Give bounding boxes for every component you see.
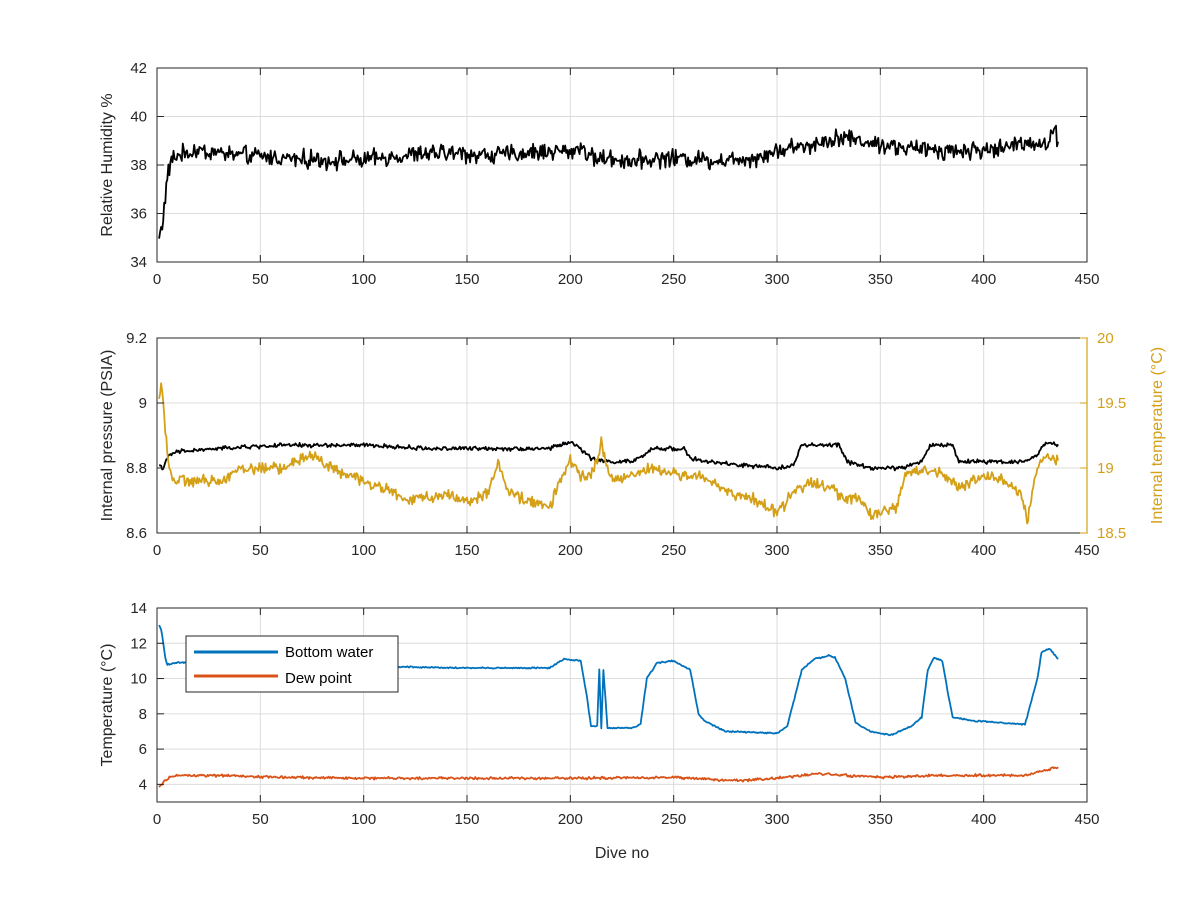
x-tick-label: 0	[153, 542, 161, 559]
x-tick-label: 400	[971, 542, 996, 559]
y-tick-label: 14	[130, 600, 147, 617]
x-tick-label: 250	[661, 542, 686, 559]
x-tick-label: 250	[661, 271, 686, 288]
x-tick-label: 150	[454, 542, 479, 559]
internal-temperature-y-axis-label: Internal temperature (°C)	[1149, 347, 1166, 524]
y2-tick-label: 20	[1097, 330, 1114, 347]
y-tick-label: 36	[130, 206, 147, 223]
y-tick-label: 34	[130, 254, 147, 271]
x-tick-label: 100	[351, 542, 376, 559]
temperature-axes-box	[156, 607, 1088, 803]
y-tick-label: 9.2	[126, 330, 147, 347]
y-tick-label: 40	[130, 109, 147, 126]
x-tick-label: 450	[1074, 542, 1099, 559]
legend: Bottom water Dew point	[185, 635, 399, 693]
x-tick-label: 150	[454, 811, 479, 828]
internal-temperature-line	[158, 382, 1059, 525]
legend-label-dew-point: Dew point	[285, 670, 353, 687]
dew-point-line	[158, 766, 1059, 788]
x-axis-label: Dive no	[595, 845, 649, 862]
x-tick-label: 300	[764, 271, 789, 288]
x-tick-label: 300	[764, 811, 789, 828]
legend-box	[185, 635, 399, 693]
humidity-ticks: 0 50 100 150 200 250 300 350 400 450 34 36 38 40 42	[130, 60, 1099, 288]
x-tick-label: 450	[1074, 811, 1099, 828]
x-tick-label: 350	[868, 811, 893, 828]
x-tick-label: 0	[153, 811, 161, 828]
y-tick-label: 8	[139, 706, 147, 723]
x-tick-label: 50	[252, 811, 269, 828]
x-tick-label: 250	[661, 811, 686, 828]
x-tick-label: 300	[764, 542, 789, 559]
temperature-ticks: 0 50 100 150 200 250 300 350 400 450 4 6 8 10 12 14	[130, 600, 1099, 828]
y-tick-label: 42	[130, 60, 147, 77]
x-tick-label: 450	[1074, 271, 1099, 288]
temperature-y-axis-label: Temperature (°C)	[99, 644, 116, 767]
pressure-panel: 0 50 100 150 200 250 300 350 400 450 8.6 8.8 9 9.2 18.…	[99, 330, 1166, 559]
x-tick-label: 50	[252, 542, 269, 559]
y-tick-label: 9	[139, 395, 147, 412]
x-tick-label: 350	[868, 271, 893, 288]
y2-tick-label: 19	[1097, 460, 1114, 477]
pressure-line	[159, 441, 1059, 472]
temperature-panel: 0 50 100 150 200 250 300 350 400 450 4 6 8 10 12 14 Tem…	[99, 600, 1100, 862]
humidity-panel: 0 50 100 150 200 250 300 350 400 450 34 36 38 40 42 Re…	[99, 60, 1100, 288]
y-tick-label: 38	[130, 157, 147, 174]
x-tick-label: 0	[153, 271, 161, 288]
y-tick-label: 8.6	[126, 525, 147, 542]
y2-tick-label: 18.5	[1097, 525, 1126, 542]
y-tick-label: 10	[130, 671, 147, 688]
humidity-y-axis-label: Relative Humidity %	[99, 93, 116, 236]
x-tick-label: 200	[558, 542, 583, 559]
y-tick-label: 8.8	[126, 460, 147, 477]
pressure-y-axis-label: Internal pressure (PSIA)	[99, 350, 116, 522]
x-tick-label: 350	[868, 542, 893, 559]
x-tick-label: 400	[971, 271, 996, 288]
y-tick-label: 4	[139, 776, 147, 793]
x-tick-label: 100	[351, 811, 376, 828]
x-tick-label: 200	[558, 271, 583, 288]
y-tick-label: 6	[139, 741, 147, 758]
y-tick-label: 12	[130, 635, 147, 652]
x-tick-label: 200	[558, 811, 583, 828]
x-tick-label: 50	[252, 271, 269, 288]
x-tick-label: 100	[351, 271, 376, 288]
pressure-ticks: 0 50 100 150 200 250 300 350 400 450 8.6 8.8 9 9.2 18.…	[126, 330, 1126, 559]
y2-tick-label: 19.5	[1097, 395, 1126, 412]
humidity-line	[158, 124, 1059, 239]
x-tick-label: 150	[454, 271, 479, 288]
x-tick-label: 400	[971, 811, 996, 828]
legend-label-bottom-water: Bottom water	[285, 644, 373, 661]
